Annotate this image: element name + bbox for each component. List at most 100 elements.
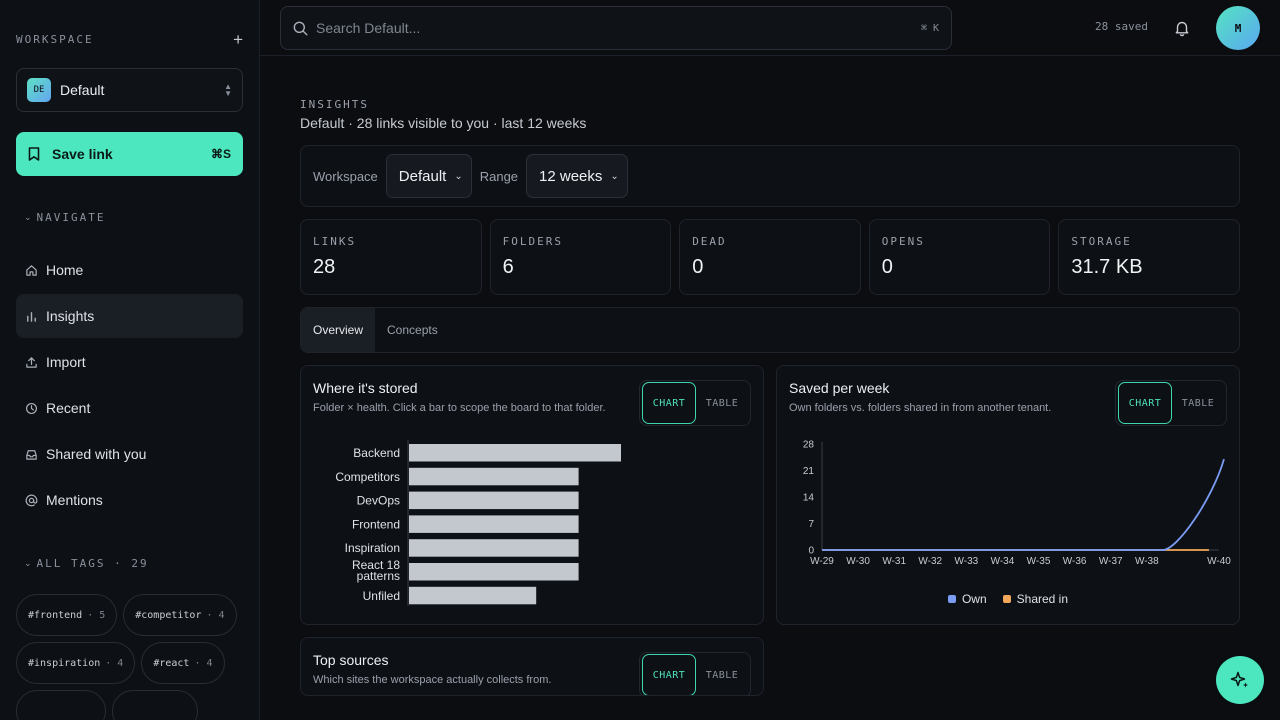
sidebar-item-label: Insights (46, 308, 95, 324)
x-tick-label: W-35 (1027, 556, 1051, 567)
workspace-filter-select[interactable]: Default ⌄ (385, 154, 472, 198)
stat-value: 28 (313, 256, 336, 278)
weekly-card-title: Saved per week (789, 380, 890, 396)
sidebar-item-label: Mentions (46, 492, 103, 508)
chart-view-button[interactable]: CHART (642, 382, 696, 424)
sidebar-item-label: Shared with you (46, 446, 147, 462)
save-link-button[interactable]: Save link ⌘S (16, 132, 243, 176)
bar[interactable] (409, 515, 579, 533)
page-eyebrow: INSIGHTS (300, 98, 369, 111)
bar[interactable] (409, 539, 579, 557)
stat-cards: LINKS 28 FOLDERS 6 DEAD 0 OPENS 0 STORAGE 31.7 KB (300, 219, 1240, 295)
tab-concepts[interactable]: Concepts (387, 323, 438, 337)
workspace-name: Default (60, 82, 105, 98)
search-shortcut: ⌘ K (920, 22, 939, 34)
y-tick-label: 0 (808, 546, 814, 557)
tag-name: #react (153, 657, 190, 669)
chart-view-button[interactable]: CHART (1118, 382, 1172, 424)
tag-chip[interactable]: #frontend · 5 (16, 594, 118, 636)
sidebar-item-shared-with-you[interactable]: Shared with you (16, 432, 243, 476)
bar[interactable] (409, 491, 579, 510)
stat-value: 31.7 KB (1071, 256, 1143, 278)
bar-category-label: Frontend (352, 517, 400, 531)
stat-label: STORAGE (1071, 235, 1132, 248)
sources-view-toggle: CHART TABLE (639, 652, 751, 695)
stat-label: OPENS (881, 235, 925, 248)
legend-swatch (947, 595, 956, 603)
stored-card-title: Where it's stored (313, 380, 418, 396)
filter-bar: Workspace Default ⌄ Range 12 weeks ⌄ (300, 145, 1240, 207)
add-workspace-icon[interactable]: + (233, 29, 243, 49)
sidebar-item-insights[interactable]: Insights (16, 294, 243, 338)
weekly-view-toggle: CHART TABLE (1115, 380, 1227, 426)
range-filter-select[interactable]: 12 weeks ⌄ (526, 154, 628, 198)
chevron-down-icon: ⌄ (454, 170, 463, 182)
bookmark-icon (28, 147, 40, 161)
tab-overview[interactable]: Overview (301, 308, 376, 352)
table-view-button[interactable]: TABLE (1181, 397, 1215, 409)
search-input[interactable] (316, 20, 921, 36)
sources-card-title: Top sources (313, 652, 389, 668)
legend-label: Own (961, 592, 987, 606)
legend-label: Shared in (1016, 592, 1069, 606)
tag-name: #frontend (28, 609, 83, 621)
stat-card-folders: FOLDERS 6 (489, 219, 672, 295)
navigate-section-toggle[interactable]: ⌄ NAVIGATE (24, 211, 106, 224)
x-tick-label: W-32 (918, 556, 942, 567)
legend-item[interactable]: Own (947, 592, 987, 606)
x-tick-label: W-34 (991, 556, 1015, 567)
series-line-own (822, 458, 1225, 551)
y-tick-label: 14 (803, 493, 815, 504)
x-tick-label: W-40 (1207, 556, 1231, 567)
bar-category-label: Competitors (335, 470, 400, 484)
x-tick-label: W-38 (1135, 556, 1159, 567)
home-icon (24, 263, 38, 277)
bar[interactable] (409, 444, 621, 462)
bar-category-label: DevOps (357, 494, 400, 508)
bar[interactable] (409, 563, 579, 581)
sidebar-item-home[interactable]: Home (16, 248, 243, 292)
tag-chip[interactable]: #react · 4 (141, 642, 225, 684)
bell-icon[interactable] (1173, 19, 1191, 37)
sidebar-item-mentions[interactable]: Mentions (16, 478, 243, 522)
bar[interactable] (409, 586, 537, 605)
sidebar: WORKSPACE + DE Default ▲ ▼ Save link ⌘S ⌄… (0, 0, 260, 720)
sources-card: Top sources Which sites the workspace ac… (300, 637, 764, 696)
y-tick-label: 28 (803, 440, 815, 451)
x-tick-label: W-36 (1063, 556, 1087, 567)
stored-card: Where it's stored Folder × health. Click… (300, 365, 764, 625)
tags-section-toggle[interactable]: ⌄ ALL TAGS · 29 (24, 557, 149, 570)
x-tick-label: W-29 (810, 556, 834, 567)
sidebar-item-import[interactable]: Import (16, 340, 243, 384)
tag-chip[interactable]: #inspiration · 4 (16, 642, 136, 684)
table-view-button[interactable]: TABLE (705, 669, 739, 681)
stat-card-links: LINKS 28 (300, 219, 482, 295)
ai-assistant-button[interactable] (1216, 656, 1264, 704)
chevron-down-icon: ⌄ (610, 170, 619, 182)
search-icon (293, 21, 308, 35)
workspace-selector[interactable]: DE Default ▲ ▼ (16, 68, 243, 112)
bar-chart-icon (24, 309, 38, 323)
sources-card-subtitle: Which sites the workspace actually colle… (313, 674, 552, 686)
tag-chip[interactable] (16, 690, 106, 720)
workspace-label: WORKSPACE (16, 32, 94, 46)
save-link-shortcut: ⌘S (210, 147, 231, 161)
weekly-card: Saved per week Own folders vs. folders s… (776, 365, 1240, 625)
top-bar: ⌘ K 28 saved M (260, 0, 1280, 56)
tag-chip[interactable]: #competitor · 4 (123, 594, 237, 636)
legend-item[interactable]: Shared in (1002, 592, 1069, 606)
search-bar[interactable]: ⌘ K (280, 6, 952, 50)
y-tick-label: 7 (808, 519, 814, 530)
avatar[interactable]: M (1216, 6, 1260, 50)
x-tick-label: W-30 (846, 556, 870, 567)
sidebar-item-label: Recent (46, 400, 91, 416)
clock-icon (24, 401, 38, 415)
sidebar-item-recent[interactable]: Recent (16, 386, 243, 430)
tab-bar: Overview Concepts (300, 307, 1240, 353)
bar[interactable] (409, 467, 579, 486)
stat-value: 0 (692, 256, 704, 278)
chart-view-button[interactable]: CHART (642, 654, 696, 695)
table-view-button[interactable]: TABLE (705, 397, 739, 409)
tag-chip[interactable] (112, 690, 198, 720)
bar-category-label: Backend (353, 446, 400, 460)
